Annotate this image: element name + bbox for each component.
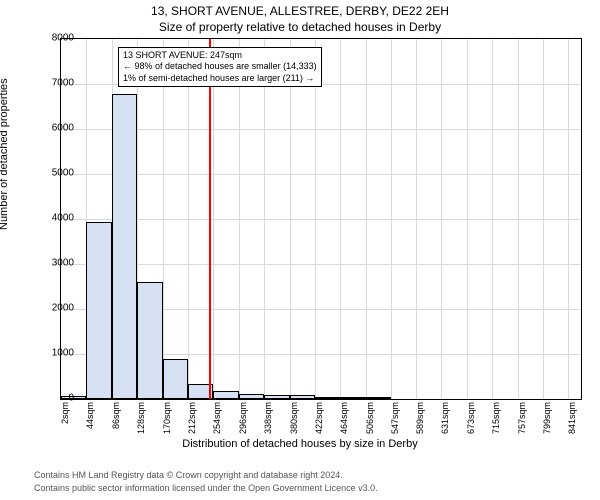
x-tick-label: 44sqm [85,402,95,442]
gridline-v [340,39,341,399]
gridline-h [61,129,581,130]
x-tick-label: 254sqm [212,402,222,442]
gridline-v [315,39,316,399]
histogram-bar [213,391,238,399]
x-tick-label: 506sqm [365,402,375,442]
histogram-bar [290,395,315,400]
histogram-bar [239,394,264,399]
x-tick-label: 338sqm [263,402,273,442]
gridline-v [290,39,291,399]
gridline-v [391,39,392,399]
reference-line [209,39,211,399]
y-tick-label: 7000 [44,78,74,89]
footer-line-2: Contains public sector information licen… [34,483,378,493]
x-tick-label: 673sqm [466,402,476,442]
x-tick-label: 547sqm [390,402,400,442]
x-tick-label: 422sqm [314,402,324,442]
x-tick-label: 296sqm [238,402,248,442]
histogram-bar [163,359,188,400]
x-tick-label: 128sqm [136,402,146,442]
gridline-v [416,39,417,399]
title-line-2: Size of property relative to detached ho… [0,20,600,34]
y-tick-label: 5000 [44,168,74,179]
y-tick-label: 4000 [44,213,74,224]
x-tick-label: 589sqm [415,402,425,442]
gridline-v [264,39,265,399]
histogram-bar [264,395,289,399]
gridline-v [213,39,214,399]
y-tick-label: 8000 [44,33,74,44]
y-axis-label: Number of detached properties [0,78,10,230]
gridline-v [568,39,569,399]
x-tick-label: 799sqm [542,402,552,442]
gridline-h [61,174,581,175]
x-tick-label: 380sqm [289,402,299,442]
x-tick-label: 715sqm [491,402,501,442]
annotation-box: 13 SHORT AVENUE: 247sqm ← 98% of detache… [118,47,322,87]
x-tick-label: 170sqm [162,402,172,442]
chart-container: 13, SHORT AVENUE, ALLESTREE, DERBY, DE22… [0,0,600,500]
x-tick-label: 841sqm [567,402,577,442]
gridline-v [366,39,367,399]
gridline-h [61,264,581,265]
gridline-v [492,39,493,399]
x-tick-label: 2sqm [60,402,70,442]
x-tick-label: 757sqm [517,402,527,442]
x-tick-label: 464sqm [339,402,349,442]
histogram-bar [112,94,137,399]
histogram-bar [137,282,162,399]
histogram-bar [340,397,365,399]
x-tick-label: 631sqm [440,402,450,442]
title-line-1: 13, SHORT AVENUE, ALLESTREE, DERBY, DE22… [0,4,600,18]
gridline-v [163,39,164,399]
annotation-line-1: 13 SHORT AVENUE: 247sqm [123,50,317,61]
x-tick-label: 212sqm [187,402,197,442]
gridline-v [441,39,442,399]
gridline-h [61,219,581,220]
gridline-v [467,39,468,399]
y-tick-label: 1000 [44,348,74,359]
histogram-bar [315,397,340,399]
histogram-bar [366,397,391,399]
y-tick-label: 3000 [44,258,74,269]
x-tick-label: 86sqm [111,402,121,442]
gridline-v [239,39,240,399]
gridline-v [188,39,189,399]
histogram-plot: 13 SHORT AVENUE: 247sqm ← 98% of detache… [60,38,582,400]
y-tick-label: 2000 [44,303,74,314]
gridline-v [543,39,544,399]
gridline-v [518,39,519,399]
footer-line-1: Contains HM Land Registry data © Crown c… [34,470,343,480]
annotation-line-3: 1% of semi-detached houses are larger (2… [123,73,317,84]
annotation-line-2: ← 98% of detached houses are smaller (14… [123,61,317,72]
histogram-bar [86,222,111,399]
y-tick-label: 6000 [44,123,74,134]
